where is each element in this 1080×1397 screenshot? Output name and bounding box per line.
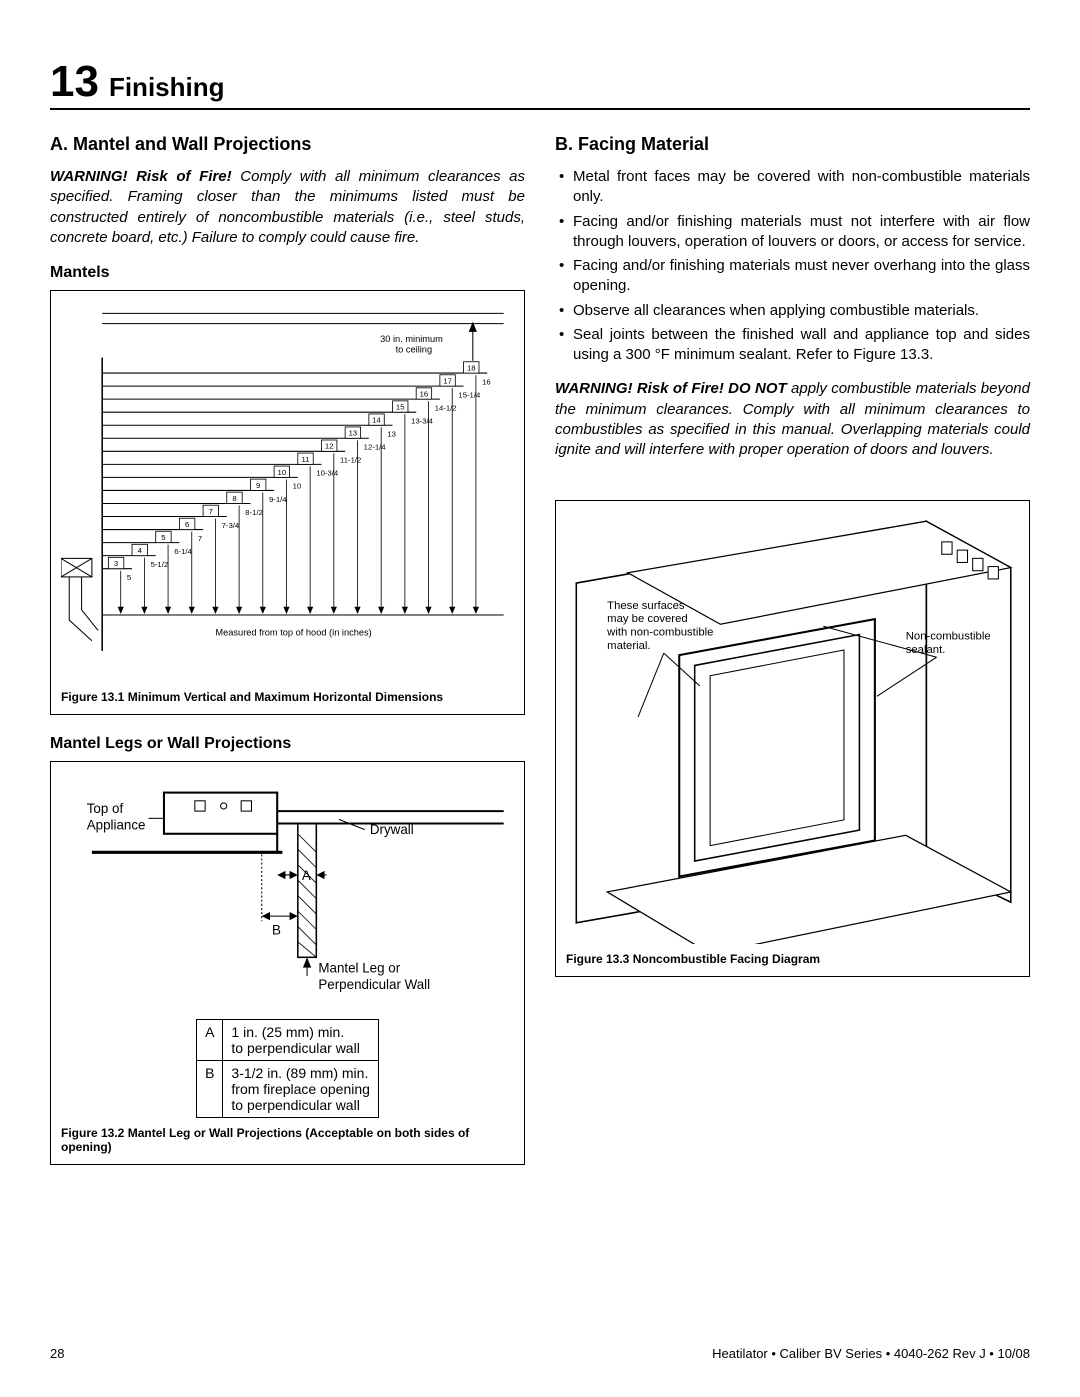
svg-text:6: 6 bbox=[185, 520, 189, 529]
dimension-table: A 1 in. (25 mm) min. to perpendicular wa… bbox=[196, 1019, 379, 1118]
svg-text:10: 10 bbox=[278, 468, 287, 477]
right-column: B. Facing Material Metal front faces may… bbox=[555, 134, 1030, 1185]
warning-lead: WARNING! Risk of Fire! DO NOT bbox=[555, 380, 787, 397]
svg-text:8: 8 bbox=[232, 494, 236, 503]
svg-text:17: 17 bbox=[443, 377, 452, 386]
svg-text:3: 3 bbox=[114, 559, 118, 568]
chapter-number: 13 bbox=[50, 60, 99, 104]
svg-text:16: 16 bbox=[482, 377, 491, 386]
fig2-caption: Figure 13.2 Mantel Leg or Wall Projectio… bbox=[61, 1126, 514, 1154]
table-val-b: 3-1/2 in. (89 mm) min. from fireplace op… bbox=[223, 1060, 379, 1117]
label-surfaces-2: may be covered bbox=[607, 613, 688, 625]
label-sealant-1: Non-combustible bbox=[906, 631, 991, 643]
page-columns: A. Mantel and Wall Projections WARNING! … bbox=[50, 134, 1030, 1185]
section-b-warning: WARNING! Risk of Fire! DO NOT apply comb… bbox=[555, 379, 1030, 460]
label-surfaces-4: material. bbox=[607, 640, 650, 652]
list-item: Metal front faces may be covered with no… bbox=[555, 167, 1030, 208]
mantels-subhead: Mantels bbox=[50, 264, 525, 282]
label-drywall: Drywall bbox=[370, 822, 414, 837]
figure-13-2: Top of Appliance Drywall bbox=[50, 761, 525, 1165]
figure-13-3: These surfaces may be covered with non-c… bbox=[555, 500, 1030, 976]
svg-text:14: 14 bbox=[372, 416, 381, 425]
section-a-title: A. Mantel and Wall Projections bbox=[50, 134, 525, 155]
left-column: A. Mantel and Wall Projections WARNING! … bbox=[50, 134, 525, 1185]
mantel-leg-diagram: Top of Appliance Drywall bbox=[61, 772, 514, 1009]
note-ceiling: to ceiling bbox=[396, 344, 433, 354]
list-item: Facing and/or finishing materials must n… bbox=[555, 212, 1030, 253]
svg-text:6-1/4: 6-1/4 bbox=[174, 547, 192, 556]
label-leg-2: Perpendicular Wall bbox=[318, 977, 430, 992]
dim-b: B bbox=[272, 923, 281, 938]
table-key-a: A bbox=[197, 1019, 223, 1060]
chapter-title: Finishing bbox=[109, 72, 225, 103]
page-number: 28 bbox=[50, 1346, 64, 1361]
label-leg-1: Mantel Leg or bbox=[318, 961, 400, 976]
svg-text:12: 12 bbox=[325, 442, 334, 451]
svg-text:10-3/4: 10-3/4 bbox=[316, 469, 339, 478]
section-a-warning: WARNING! Risk of Fire! Comply with all m… bbox=[50, 167, 525, 248]
label-surfaces-3: with non-combustible bbox=[606, 627, 713, 639]
facing-diagram: These surfaces may be covered with non-c… bbox=[566, 511, 1019, 943]
svg-text:5-1/2: 5-1/2 bbox=[151, 560, 169, 569]
svg-text:13: 13 bbox=[349, 429, 358, 438]
warning-lead: WARNING! Risk of Fire! bbox=[50, 168, 232, 185]
svg-text:15: 15 bbox=[396, 403, 405, 412]
fig3-caption: Figure 13.3 Noncombustible Facing Diagra… bbox=[566, 952, 1019, 966]
mantel-clearance-diagram: 30 in. minimum to ceiling 3545-1/256-1/4… bbox=[61, 301, 514, 682]
section-b-title: B. Facing Material bbox=[555, 134, 1030, 155]
svg-text:9-1/4: 9-1/4 bbox=[269, 495, 287, 504]
table-val-a: 1 in. (25 mm) min. to perpendicular wall bbox=[223, 1019, 379, 1060]
svg-text:9: 9 bbox=[256, 481, 260, 490]
label-top-appliance-2: Appliance bbox=[87, 818, 146, 833]
mantel-legs-subhead: Mantel Legs or Wall Projections bbox=[50, 735, 525, 753]
table-key-b: B bbox=[197, 1060, 223, 1117]
table-row: A 1 in. (25 mm) min. to perpendicular wa… bbox=[197, 1019, 379, 1060]
list-item: Observe all clearances when applying com… bbox=[555, 301, 1030, 321]
svg-text:14-1/2: 14-1/2 bbox=[435, 403, 457, 412]
svg-text:4: 4 bbox=[138, 546, 143, 555]
list-item: Facing and/or finishing materials must n… bbox=[555, 256, 1030, 297]
svg-text:10: 10 bbox=[293, 482, 302, 491]
figure-13-1: 30 in. minimum to ceiling 3545-1/256-1/4… bbox=[50, 290, 525, 715]
dim-a: A bbox=[302, 868, 311, 883]
note-30in: 30 in. minimum bbox=[380, 334, 443, 344]
label-surfaces-1: These surfaces bbox=[607, 600, 685, 612]
svg-text:11: 11 bbox=[302, 455, 310, 464]
svg-text:8-1/2: 8-1/2 bbox=[245, 508, 263, 517]
svg-text:5: 5 bbox=[127, 573, 131, 582]
fig1-caption: Figure 13.1 Minimum Vertical and Maximum… bbox=[61, 690, 514, 704]
svg-text:11-1/2: 11-1/2 bbox=[340, 456, 361, 465]
list-item: Seal joints between the finished wall an… bbox=[555, 325, 1030, 366]
label-top-appliance-1: Top of bbox=[87, 801, 124, 816]
svg-text:13-3/4: 13-3/4 bbox=[411, 417, 434, 426]
svg-text:7: 7 bbox=[198, 534, 202, 543]
svg-text:16: 16 bbox=[420, 390, 429, 399]
svg-text:7-3/4: 7-3/4 bbox=[222, 521, 240, 530]
svg-text:13: 13 bbox=[387, 430, 396, 439]
svg-text:7: 7 bbox=[209, 507, 213, 516]
chapter-header: 13 Finishing bbox=[50, 60, 1030, 110]
svg-text:15-1/4: 15-1/4 bbox=[458, 390, 481, 399]
facing-bullets: Metal front faces may be covered with no… bbox=[555, 167, 1030, 365]
table-row: B 3-1/2 in. (89 mm) min. from fireplace … bbox=[197, 1060, 379, 1117]
measured-note: Measured from top of hood (in inches) bbox=[215, 628, 371, 638]
footer-line: Heatilator • Caliber BV Series • 4040-26… bbox=[712, 1346, 1030, 1361]
svg-text:12-1/4: 12-1/4 bbox=[364, 443, 387, 452]
svg-text:18: 18 bbox=[467, 363, 476, 372]
svg-text:5: 5 bbox=[161, 533, 165, 542]
page-footer: 28 Heatilator • Caliber BV Series • 4040… bbox=[50, 1346, 1030, 1361]
